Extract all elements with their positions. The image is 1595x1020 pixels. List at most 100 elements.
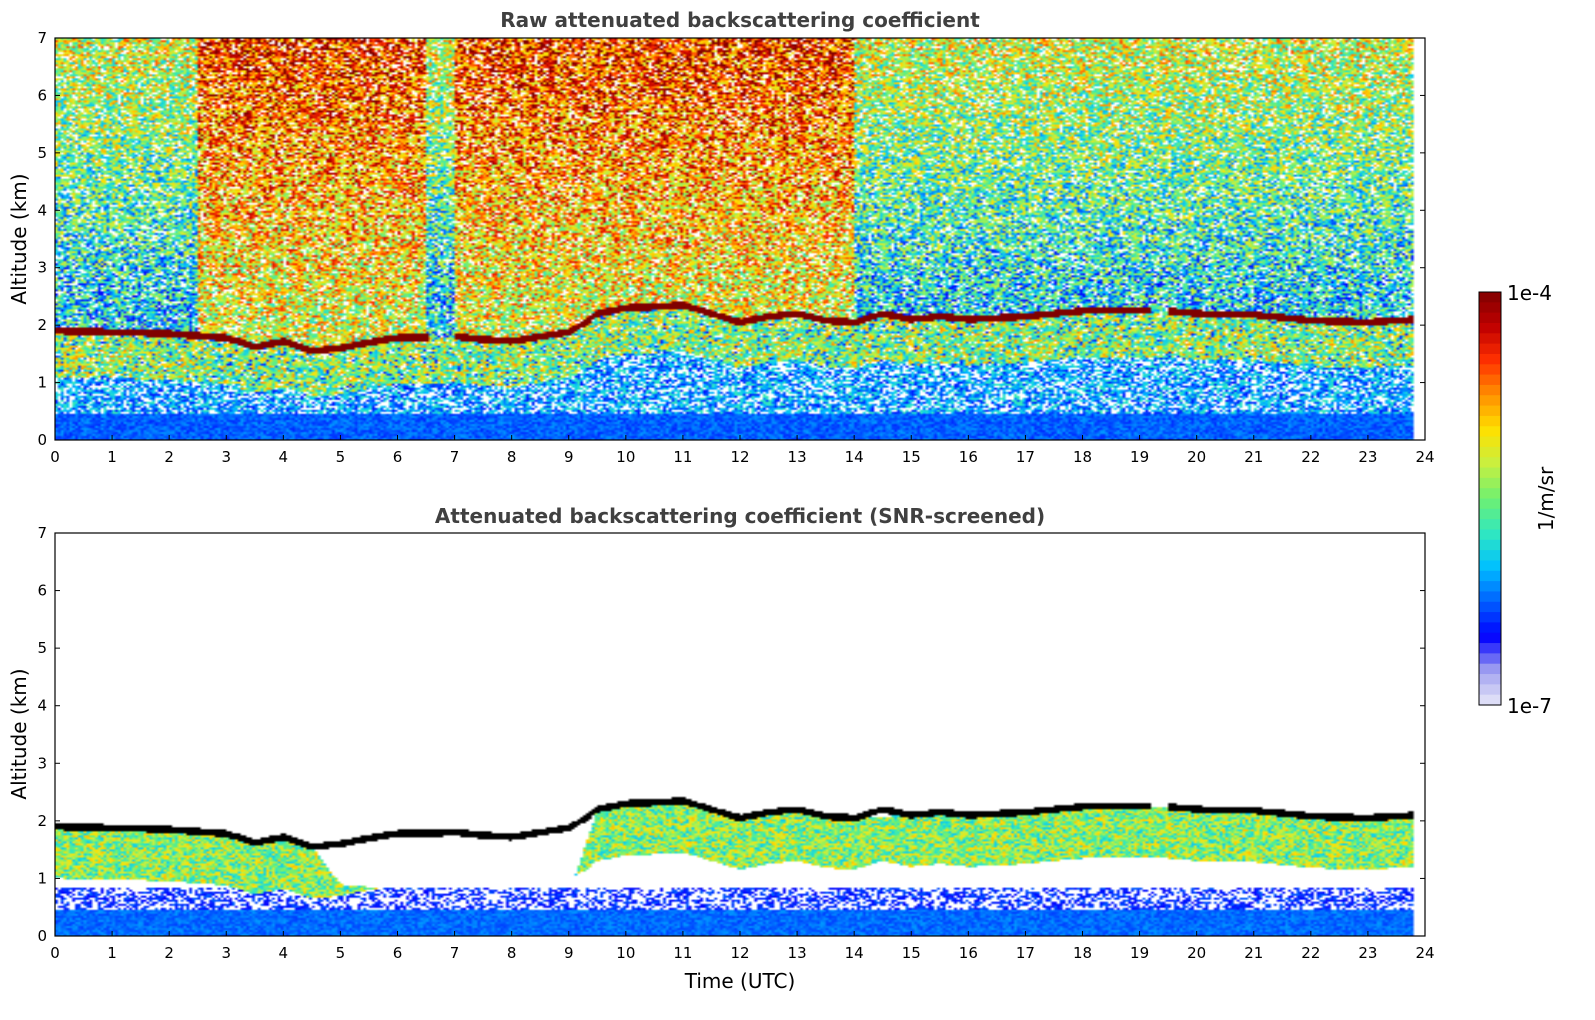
colorbar-segment [1479, 529, 1501, 541]
x-tick-label: 21 [1244, 448, 1263, 466]
x-tick-label: 10 [616, 448, 635, 466]
colorbar-segment [1479, 519, 1501, 531]
x-tick-label: 21 [1244, 944, 1263, 962]
y-tick-label: 6 [37, 582, 47, 600]
colorbar-segment [1479, 601, 1501, 613]
heatmap-raster [55, 38, 1425, 440]
colorbar-segment [1479, 488, 1501, 500]
x-tick-label: 16 [959, 448, 978, 466]
colorbar-segment [1479, 384, 1501, 396]
y-tick-label: 3 [37, 754, 47, 772]
x-tick-label: 6 [393, 448, 403, 466]
colorbar-segment [1479, 663, 1501, 675]
colorbar-segment [1479, 405, 1501, 417]
x-tick-label: 17 [1016, 448, 1035, 466]
x-tick-label: 9 [564, 448, 574, 466]
colorbar-segment [1479, 292, 1501, 303]
colorbar-segment [1479, 508, 1501, 520]
colorbar-segment [1479, 643, 1501, 654]
colorbar-segment [1479, 622, 1501, 634]
y-tick-label: 5 [37, 639, 47, 657]
y-tick-label: 3 [37, 259, 47, 277]
x-tick-label: 23 [1358, 944, 1377, 962]
x-tick-label: 1 [107, 944, 117, 962]
x-tick-label: 3 [221, 944, 231, 962]
y-tick-label: 0 [37, 927, 47, 945]
colorbar-segment [1479, 550, 1501, 562]
top-panel-x-ticks: 0 1 2 3 4 5 6 7 8 9 10 11 12 13 14 15 16 17 18 19 20 21 22 23 24 [50, 435, 1435, 466]
x-tick-label: 15 [902, 448, 921, 466]
colorbar-frame [1478, 291, 1502, 706]
x-tick-label: 18 [1073, 944, 1092, 962]
bottom-panel-x-ticks: 0 1 2 3 4 5 6 7 8 9 10 11 12 13 14 15 16 17 18 19 20 21 22 23 24 [50, 931, 1435, 962]
x-tick-label: 22 [1301, 448, 1320, 466]
colorbar-segment [1479, 415, 1501, 427]
x-tick-label: 5 [336, 944, 346, 962]
top-panel-title: Raw attenuated backscattering coefficien… [500, 8, 980, 32]
x-tick-label: 1 [107, 448, 117, 466]
colorbar-segment [1479, 312, 1501, 324]
x-tick-label: 10 [616, 944, 635, 962]
colorbar: 1e-4 1e-7 1/m/sr [1478, 281, 1558, 718]
x-tick-label: 14 [845, 448, 864, 466]
x-tick-label: 24 [1415, 448, 1434, 466]
colorbar-segment [1479, 343, 1501, 355]
x-tick-label: 5 [336, 448, 346, 466]
colorbar-segment [1479, 632, 1501, 644]
colorbar-segment [1479, 694, 1501, 706]
colorbar-segment [1479, 684, 1501, 696]
top-panel-heatmap [55, 38, 1425, 440]
y-tick-label: 1 [37, 869, 47, 887]
y-tick-label: 4 [37, 201, 47, 219]
x-tick-label: 16 [959, 944, 978, 962]
y-tick-label: 7 [37, 524, 47, 542]
bottom-panel-title: Attenuated backscattering coefficient (S… [435, 504, 1045, 528]
x-tick-label: 2 [164, 944, 174, 962]
x-tick-label: 13 [788, 448, 807, 466]
colorbar-segment [1479, 591, 1501, 603]
colorbar-segment [1479, 322, 1501, 334]
bottom-panel-heatmap [55, 533, 1425, 936]
x-tick-label: 8 [507, 448, 517, 466]
x-tick-label: 0 [50, 448, 60, 466]
bottom-panel-y-axis-label: Altitude (km) [7, 668, 31, 799]
colorbar-segment [1479, 457, 1501, 469]
x-tick-label: 20 [1187, 448, 1206, 466]
colorbar-segment [1479, 364, 1501, 376]
colorbar-segment [1479, 498, 1501, 510]
colorbar-segment [1479, 477, 1501, 489]
y-tick-label: 5 [37, 144, 47, 162]
x-tick-label: 7 [450, 944, 460, 962]
x-tick-label: 18 [1073, 448, 1092, 466]
colorbar-segment [1479, 467, 1501, 479]
colorbar-segment [1479, 612, 1501, 623]
x-tick-label: 23 [1358, 448, 1377, 466]
colorbar-max-label: 1e-4 [1507, 281, 1552, 305]
colorbar-unit-label: 1/m/sr [1534, 466, 1558, 531]
colorbar-segment [1479, 581, 1501, 593]
top-panel-y-axis-label: Altitude (km) [7, 173, 31, 304]
colorbar-segment [1479, 446, 1501, 458]
x-tick-label: 19 [1130, 944, 1149, 962]
y-tick-label: 7 [37, 29, 47, 47]
y-tick-label: 0 [37, 431, 47, 449]
x-tick-label: 12 [730, 944, 749, 962]
bottom-panel-x-axis-label: Time (UTC) [684, 969, 796, 993]
y-tick-label: 4 [37, 697, 47, 715]
x-tick-label: 14 [845, 944, 864, 962]
x-tick-label: 20 [1187, 944, 1206, 962]
colorbar-segment [1479, 560, 1501, 572]
colorbar-segment [1479, 374, 1501, 386]
colorbar-segment [1479, 353, 1501, 365]
top-panel: Raw attenuated backscattering coefficien… [7, 8, 1435, 466]
x-tick-label: 17 [1016, 944, 1035, 962]
colorbar-segment [1479, 653, 1501, 665]
bottom-panel-y-ticks: 0 1 2 3 4 5 6 7 [37, 524, 1425, 945]
y-tick-label: 2 [37, 812, 47, 830]
x-tick-label: 7 [450, 448, 460, 466]
colorbar-gradient [1479, 292, 1501, 706]
x-tick-label: 4 [279, 448, 289, 466]
x-tick-label: 24 [1415, 944, 1434, 962]
x-tick-label: 22 [1301, 944, 1320, 962]
